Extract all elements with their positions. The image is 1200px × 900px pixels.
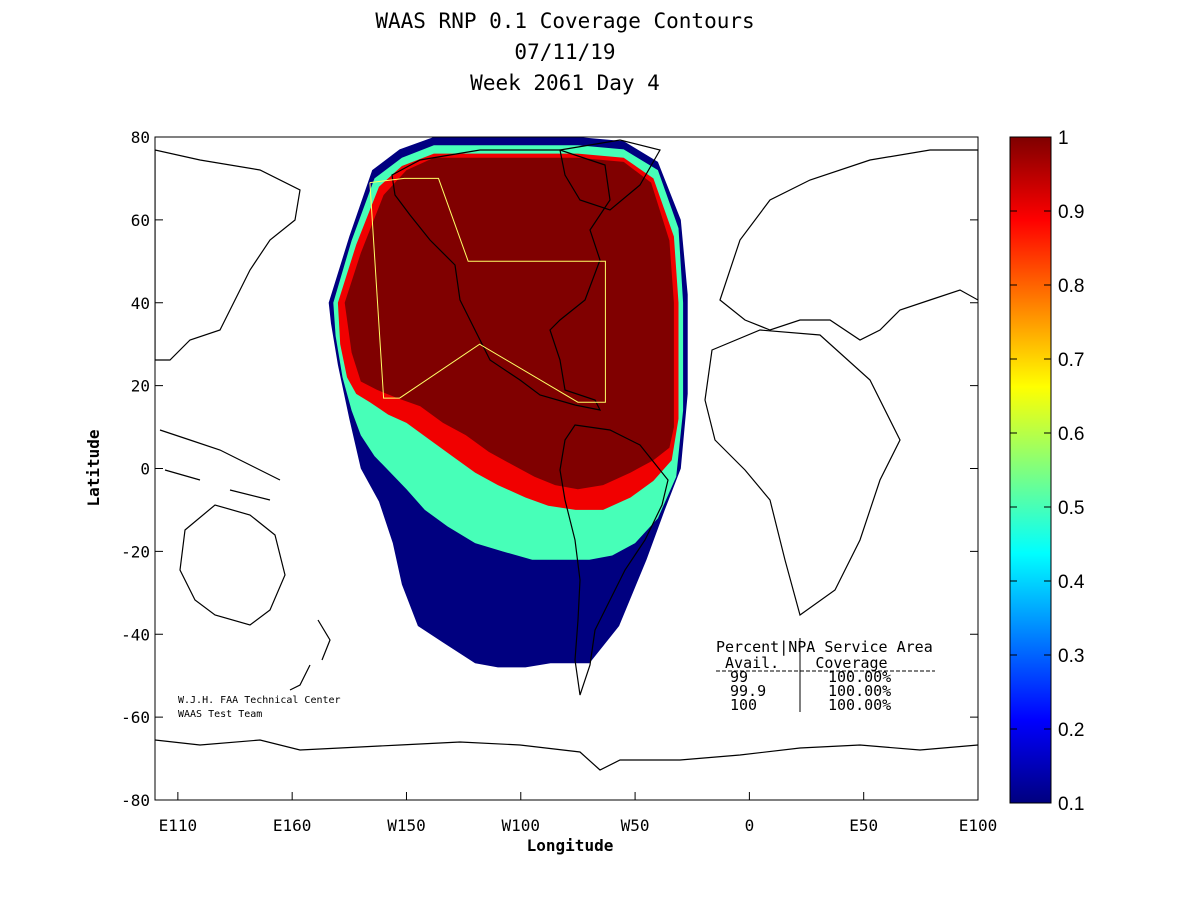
chart-title: WAAS RNP 0.1 Coverage Contours	[375, 9, 755, 33]
stats-row-3-avail: 100	[730, 696, 757, 714]
credit-line-2: WAAS Test Team	[178, 709, 262, 720]
y-axis-label: Latitude	[84, 429, 103, 506]
east-asia-outline	[155, 149, 301, 361]
x-tick-label: E160	[273, 816, 312, 835]
y-tick-label: 80	[131, 128, 150, 147]
stats-header-line2: Avail. Coverage	[716, 654, 888, 672]
y-tick-label: 60	[131, 211, 150, 230]
colorbar-tick-label: 0.7	[1058, 350, 1084, 371]
colorbar-tick-label: 0.9	[1058, 202, 1084, 223]
y-tick-label: -20	[121, 542, 150, 561]
y-tick-label: 0	[140, 460, 150, 479]
y-tick-label: 40	[131, 294, 150, 313]
stats-row-1-avail: 99	[730, 668, 748, 686]
colorbar-tick-label: 0.3	[1058, 646, 1084, 667]
north-america-outline	[391, 149, 611, 411]
contour-level-1	[344, 157, 674, 490]
colorbar-tick-label: 0.1	[1058, 794, 1084, 815]
stats-row-2-avail: 99.9	[730, 682, 766, 700]
africa-outline	[704, 329, 901, 616]
x-tick-label: W150	[387, 816, 426, 835]
stats-row-3-coverage: 100.00%	[828, 696, 891, 714]
y-axis: 80 60 40 20 0 -20 -40 -60 -80	[121, 128, 978, 810]
x-axis: E110 E160 W150 W100 W50 0 E50 E100	[159, 792, 998, 835]
credit-line-1: W.J.H. FAA Technical Center	[178, 695, 341, 706]
colorbar-tick-label: 0.6	[1058, 424, 1084, 445]
colorbar-ticks: 1 0.9 0.8 0.7 0.6 0.5 0.4 0.3 0.2 0.1	[1010, 128, 1085, 815]
greenland-outline	[559, 139, 661, 211]
x-tick-label: W100	[502, 816, 541, 835]
x-tick-label: W50	[621, 816, 650, 835]
stats-row-1-coverage: 100.00%	[828, 668, 891, 686]
stats-row-2-coverage: 100.00%	[828, 682, 891, 700]
chart-date: 07/11/19	[514, 40, 616, 64]
x-tick-label: 0	[745, 816, 755, 835]
colorbar-tick-label: 0.2	[1058, 720, 1084, 741]
indonesia-outline	[159, 429, 281, 501]
stats-header-line1: Percent|NPA Service Area	[716, 638, 933, 656]
colorbar	[1009, 136, 1052, 804]
colorbar-tick-label: 0.8	[1058, 276, 1084, 297]
australia-outline	[179, 504, 286, 626]
x-axis-label: Longitude	[527, 836, 614, 855]
colorbar-tick-label: 1	[1058, 128, 1069, 149]
x-tick-label: E110	[159, 816, 198, 835]
y-tick-label: -40	[121, 625, 150, 644]
x-tick-label: E50	[849, 816, 878, 835]
stats-table: Percent|NPA Service Area Avail. Coverage…	[716, 638, 935, 714]
coverage-contours	[328, 137, 688, 668]
service-area-polygon	[369, 177, 606, 403]
new-zealand-outline	[289, 619, 331, 691]
south-america-outline	[559, 424, 669, 696]
coastline-outlines	[155, 139, 978, 771]
chart-week: Week 2061 Day 4	[470, 71, 660, 95]
antarctica-outline	[155, 739, 978, 771]
y-tick-label: -80	[121, 791, 150, 810]
y-tick-label: 20	[131, 377, 150, 396]
x-tick-label: E100	[959, 816, 998, 835]
colorbar-tick-label: 0.5	[1058, 498, 1084, 519]
y-tick-label: -60	[121, 708, 150, 727]
europe-asia-outline	[719, 149, 978, 341]
colorbar-tick-label: 0.4	[1058, 572, 1085, 593]
title-block: WAAS RNP 0.1 Coverage Contours 07/11/19 …	[0, 6, 1130, 99]
